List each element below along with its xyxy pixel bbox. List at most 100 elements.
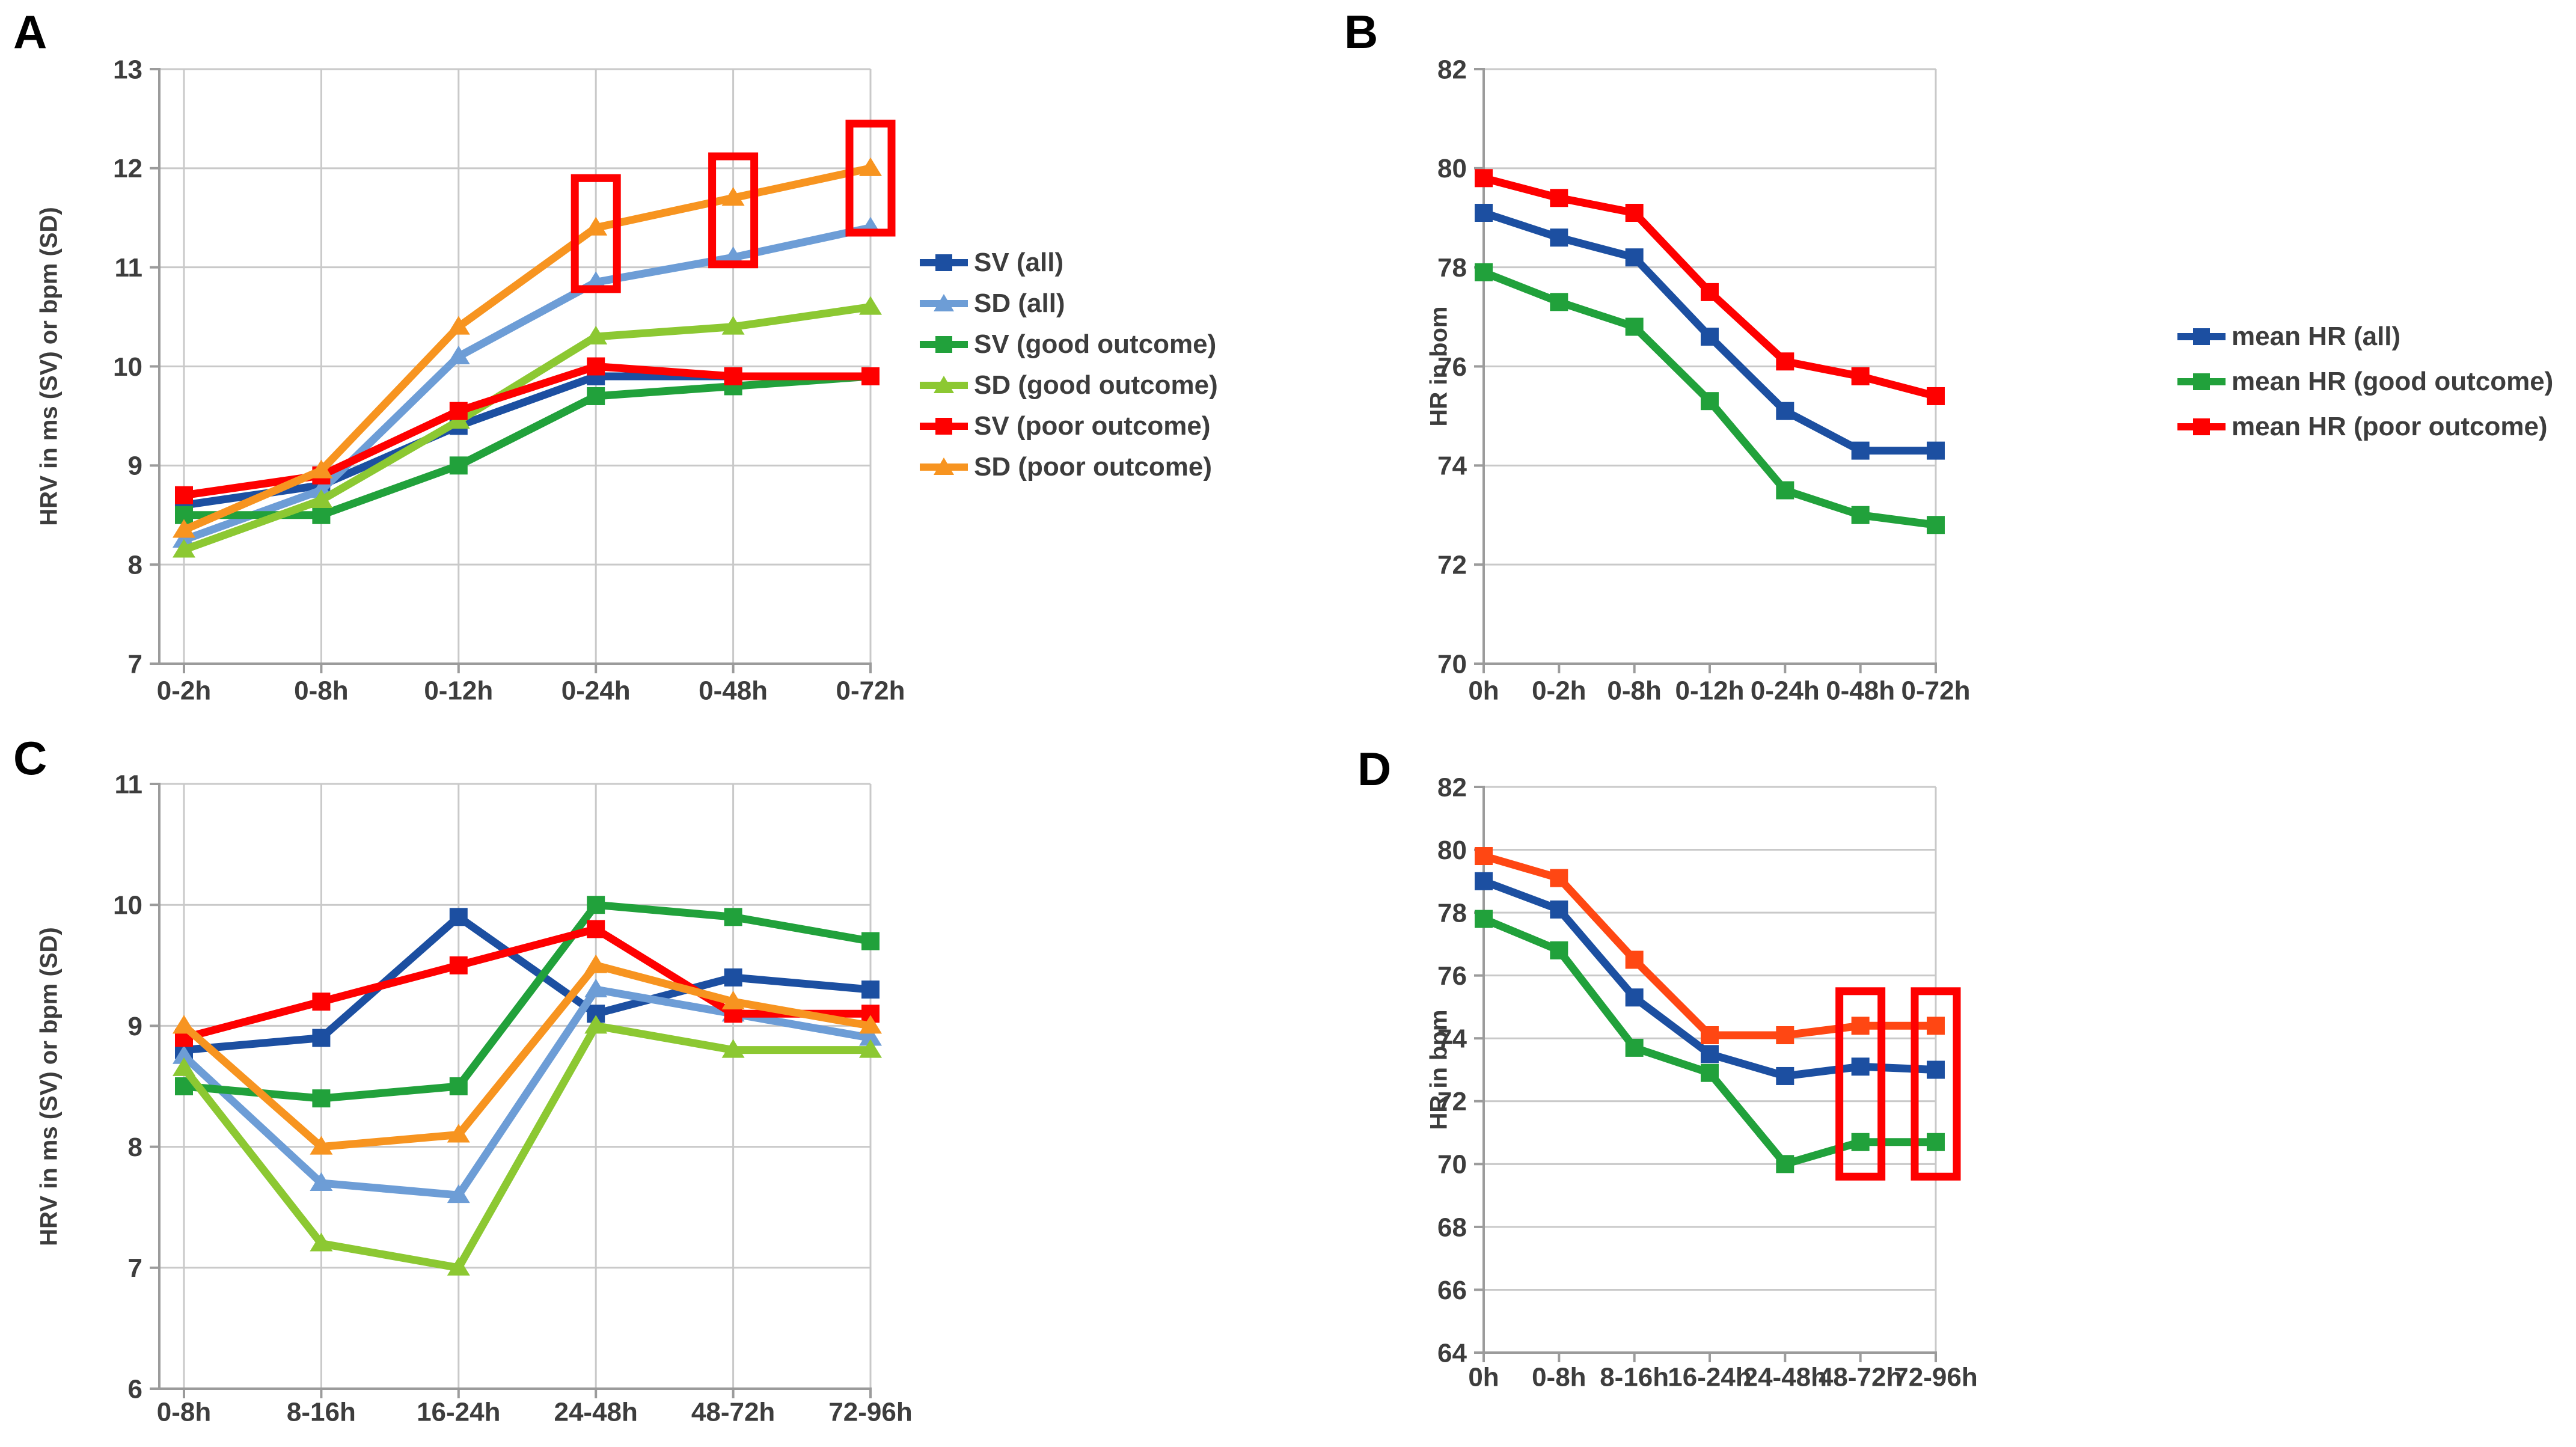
legend-item-B-1: mean HR (good outcome) xyxy=(2177,366,2553,398)
y-tick-label: 68 xyxy=(1437,1213,1467,1242)
series-A-3 xyxy=(173,296,882,558)
legend-marker-square xyxy=(935,418,952,435)
x-category-label: 0-12h xyxy=(424,676,493,705)
data-point-marker xyxy=(1701,392,1719,411)
data-point-marker xyxy=(1475,204,1493,222)
data-point-marker xyxy=(587,387,605,405)
data-point-marker xyxy=(861,980,880,999)
legend-marker xyxy=(2177,373,2226,390)
y-tick-label: 76 xyxy=(1437,961,1467,991)
data-point-marker xyxy=(173,1057,195,1076)
legend-marker xyxy=(920,457,968,475)
data-point-marker xyxy=(721,316,745,335)
data-point-marker xyxy=(449,956,468,974)
data-point-marker xyxy=(447,346,470,365)
data-point-marker xyxy=(310,1136,333,1155)
series-B-2 xyxy=(1475,169,1945,405)
data-point-marker xyxy=(312,993,331,1011)
legend-marker xyxy=(2177,418,2226,435)
data-point-marker xyxy=(584,979,608,998)
y-tick-label: 8 xyxy=(128,1133,142,1162)
x-category-label: 16-24h xyxy=(417,1397,500,1427)
y-tick-label: 7 xyxy=(128,1253,142,1283)
panel-c-y-axis-title: HRV in ms (SV) or bpm (SD) xyxy=(35,926,63,1246)
data-point-marker xyxy=(1776,1026,1794,1044)
legend-marker-triangle xyxy=(934,457,954,475)
y-tick-label: 10 xyxy=(113,891,142,920)
annotation-box xyxy=(571,174,621,293)
y-tick-label: 70 xyxy=(1437,1150,1467,1179)
legend-marker xyxy=(920,254,968,271)
legend-item-A-0: SV (all) xyxy=(920,246,1218,279)
data-point-marker xyxy=(1927,1133,1945,1151)
data-point-marker xyxy=(1625,204,1644,222)
series-line xyxy=(182,164,872,534)
series-C-3 xyxy=(173,1015,882,1276)
data-point-marker xyxy=(1550,293,1568,311)
data-point-marker xyxy=(724,968,742,987)
data-point-marker xyxy=(724,367,742,385)
x-category-label: 72-96h xyxy=(1894,1362,1977,1392)
panel-d-label: D xyxy=(1357,742,1392,795)
y-tick-label: 64 xyxy=(1437,1338,1467,1368)
x-category-label: 0-48h xyxy=(699,676,768,705)
y-tick-label: 66 xyxy=(1437,1276,1467,1305)
data-point-marker xyxy=(1851,1133,1870,1151)
data-point-marker xyxy=(587,920,605,938)
y-tick-label: 82 xyxy=(1437,55,1467,84)
series-B-1 xyxy=(1475,263,1945,534)
data-point-marker xyxy=(1776,402,1794,420)
data-point-marker xyxy=(859,157,882,176)
y-tick-label: 72 xyxy=(1437,1087,1467,1116)
data-point-marker xyxy=(173,1015,195,1034)
legend-label: mean HR (good outcome) xyxy=(2232,367,2554,396)
data-point-marker xyxy=(1475,910,1493,928)
data-point-marker xyxy=(312,1089,331,1108)
series-C-5 xyxy=(173,954,882,1155)
data-point-marker xyxy=(312,506,331,524)
data-point-marker xyxy=(173,528,195,548)
legend-item-A-2: SV (good outcome) xyxy=(920,328,1218,361)
data-point-marker xyxy=(173,539,195,558)
legend-marker xyxy=(920,336,968,353)
y-tick-label: 12 xyxy=(113,154,142,183)
x-category-label: 24-48h xyxy=(1743,1362,1827,1392)
y-tick-label: 11 xyxy=(114,253,142,283)
legend-label: mean HR (poor outcome) xyxy=(2232,412,2548,441)
series-C-4 xyxy=(175,920,880,1047)
data-point-marker xyxy=(310,1172,333,1191)
panel-D: 64 66 68 70 72 74 76 78 80 82 0h 0-8h 8-16h16-24h24-… xyxy=(1437,772,1978,1392)
x-category-label: 72-96h xyxy=(828,1397,912,1427)
data-point-marker xyxy=(587,896,605,914)
data-point-marker xyxy=(1927,1017,1945,1035)
y-tick-label: 72 xyxy=(1437,551,1467,580)
data-point-marker xyxy=(859,1039,882,1058)
y-tick-label: 11 xyxy=(114,769,142,799)
legend-marker-triangle xyxy=(934,376,954,393)
y-tick-label: 78 xyxy=(1437,253,1467,283)
legend-marker xyxy=(2177,328,2226,345)
data-point-marker xyxy=(1927,387,1945,405)
data-point-marker xyxy=(449,1077,468,1095)
data-point-marker xyxy=(1475,872,1493,890)
series-line xyxy=(180,1021,870,1272)
x-category-label: 0-8h xyxy=(294,676,348,705)
data-point-marker xyxy=(449,402,468,420)
legend-label: SV (poor outcome) xyxy=(974,411,1211,441)
x-category-label: 8-16h xyxy=(287,1397,356,1427)
data-point-marker xyxy=(1851,367,1870,385)
x-category-label: 0-8h xyxy=(1607,676,1661,705)
y-tick-label: 7 xyxy=(128,649,142,679)
y-tick-label: 74 xyxy=(1437,451,1467,481)
x-category-label: 8-16h xyxy=(1600,1362,1669,1392)
series-C-2 xyxy=(175,896,880,1108)
y-tick-label: 10 xyxy=(113,352,142,382)
panel-a-label: A xyxy=(13,5,47,58)
data-point-marker xyxy=(1776,1155,1794,1173)
data-point-marker xyxy=(1625,248,1644,267)
legend-marker-triangle xyxy=(934,294,954,311)
data-point-marker xyxy=(1550,941,1568,959)
data-point-marker xyxy=(1475,847,1493,866)
x-category-label: 48-72h xyxy=(691,1397,775,1427)
